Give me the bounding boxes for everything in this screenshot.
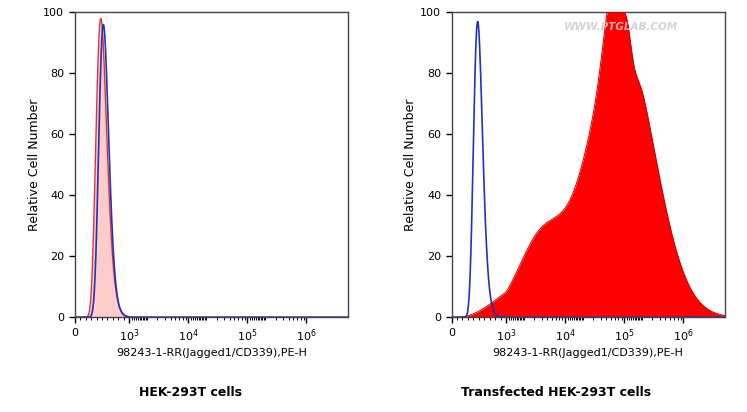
Text: HEK-293T cells: HEK-293T cells — [139, 386, 242, 398]
Text: WWW.PTGLAB.COM: WWW.PTGLAB.COM — [564, 21, 678, 31]
Y-axis label: Relative Cell Number: Relative Cell Number — [28, 98, 40, 231]
Text: Transfected HEK-293T cells: Transfected HEK-293T cells — [462, 386, 651, 398]
X-axis label: 98243-1-RR(Jagged1/CD339),PE-H: 98243-1-RR(Jagged1/CD339),PE-H — [492, 349, 684, 358]
Y-axis label: Relative Cell Number: Relative Cell Number — [404, 98, 418, 231]
X-axis label: 98243-1-RR(Jagged1/CD339),PE-H: 98243-1-RR(Jagged1/CD339),PE-H — [116, 349, 307, 358]
